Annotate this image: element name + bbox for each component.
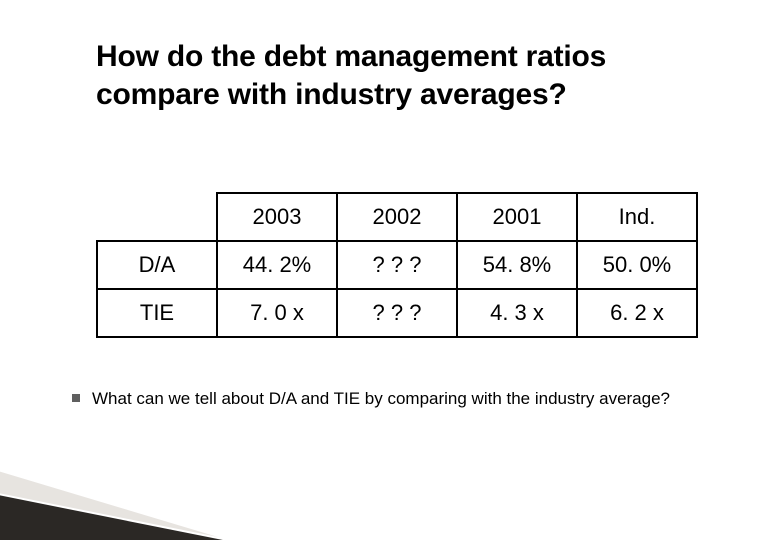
cell: 4. 3 x (457, 289, 577, 337)
row-label: D/A (97, 241, 217, 289)
cell: 50. 0% (577, 241, 697, 289)
corner-wedge-icon (0, 470, 238, 540)
table-row: TIE 7. 0 x ? ? ? 4. 3 x 6. 2 x (97, 289, 697, 337)
header-cell: 2001 (457, 193, 577, 241)
cell: 54. 8% (457, 241, 577, 289)
cell: 7. 0 x (217, 289, 337, 337)
ratios-table: 2003 2002 2001 Ind. D/A 44. 2% ? ? ? 54.… (96, 192, 696, 338)
table-row: D/A 44. 2% ? ? ? 54. 8% 50. 0% (97, 241, 697, 289)
bullet-marker-icon (72, 394, 80, 402)
cell: ? ? ? (337, 289, 457, 337)
header-cell-blank (97, 193, 217, 241)
bullet-text: What can we tell about D/A and TIE by co… (92, 388, 670, 411)
header-cell: 2003 (217, 193, 337, 241)
table: 2003 2002 2001 Ind. D/A 44. 2% ? ? ? 54.… (96, 192, 698, 338)
cell: 44. 2% (217, 241, 337, 289)
cell: ? ? ? (337, 241, 457, 289)
cell: 6. 2 x (577, 289, 697, 337)
table-header-row: 2003 2002 2001 Ind. (97, 193, 697, 241)
row-label: TIE (97, 289, 217, 337)
slide: How do the debt management ratios compar… (0, 0, 780, 540)
bullet-item: What can we tell about D/A and TIE by co… (72, 388, 712, 411)
header-cell: 2002 (337, 193, 457, 241)
header-cell: Ind. (577, 193, 697, 241)
slide-title: How do the debt management ratios compar… (96, 38, 696, 113)
